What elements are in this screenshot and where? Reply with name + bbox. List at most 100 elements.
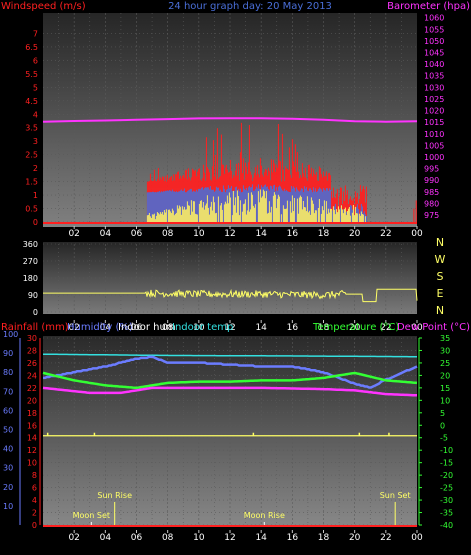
temp-y-tick-label: 10	[440, 396, 450, 405]
x-tick-label: 16	[287, 323, 299, 333]
rain-y-tick-label: 6	[32, 484, 37, 493]
x-tick-label: 08	[162, 533, 174, 543]
humidity-y-tick-label: 30	[3, 464, 13, 473]
legend-humidity: Humidity (%)	[67, 322, 133, 333]
wind-direction-grid	[43, 243, 417, 313]
temp-y-tick-label: 0	[440, 421, 445, 430]
moon-event-label: Moon Set	[73, 511, 110, 520]
x-tick-label: 16	[287, 533, 299, 543]
wind-y-tick-label: 5.5	[25, 70, 38, 79]
temp-y-tick-label: -40	[440, 521, 453, 530]
direction-compass-label: N	[436, 236, 444, 249]
rain-y-tick-label: 20	[27, 396, 37, 405]
temp-y-tick-label: 20	[440, 371, 450, 380]
temp-y-tick-label: -10	[440, 446, 453, 455]
x-tick-label: 06	[131, 533, 143, 543]
x-tick-label: 18	[318, 323, 330, 333]
x-tick-label: 20	[349, 323, 361, 333]
baro-y-tick-label: 995	[424, 165, 439, 174]
x-tick-label: 22	[380, 323, 391, 333]
humidity-y-tick-label: 40	[3, 445, 13, 454]
direction-compass-label: W	[435, 253, 446, 266]
x-tick-label: 22	[380, 533, 391, 543]
x-tick-label: 02	[68, 323, 79, 333]
wind-y-tick-label: 3.5	[25, 124, 38, 133]
humidity-y-tick-label: 10	[3, 502, 13, 511]
rain-y-tick-label: 22	[27, 384, 37, 393]
humidity-y-tick-label: 60	[3, 406, 13, 415]
baro-y-tick-label: 980	[424, 199, 439, 208]
wind-baro-axes: 0 0.5 1 1.5 2 2.5 3 3.5 4 4.5 5 5.5 6 6.5 7 975 980 985 99…	[25, 14, 444, 239]
x-tick-label: 06	[131, 323, 143, 333]
rain-y-tick-label: 0	[32, 521, 37, 530]
baro-y-tick-label: 1035	[424, 72, 444, 81]
temp-y-tick-label: 30	[440, 346, 450, 355]
baro-y-tick-label: 990	[424, 176, 439, 185]
temp-hum-marks: Moon Set Sun Rise Moon Rise Sun Set	[42, 353, 418, 527]
x-tick-label: 10	[193, 229, 205, 239]
temp-hum-axes: 35302520151050-5-10-15-20-25-30-35-40024…	[3, 330, 453, 543]
wind-y-tick-label: 4.5	[25, 97, 38, 106]
wind-y-tick-label: 3	[33, 137, 38, 146]
wind-y-tick-label: 6	[33, 56, 38, 65]
x-tick-label: 04	[100, 323, 112, 333]
x-tick-label: 04	[100, 229, 112, 239]
direction-compass-label: S	[437, 270, 444, 283]
baro-y-tick-label: 1005	[424, 141, 444, 150]
humidity-y-tick-label: 90	[3, 349, 13, 358]
temperature-line	[42, 371, 418, 390]
x-tick-label: 22	[380, 229, 391, 239]
x-tick-label: 00	[411, 229, 423, 239]
x-tick-label: 08	[162, 323, 174, 333]
rain-y-tick-label: 16	[27, 421, 37, 430]
rain-y-tick-label: 12	[27, 446, 37, 455]
baro-y-tick-label: 1010	[424, 130, 444, 139]
wind-y-tick-label: 4	[33, 110, 38, 119]
wind-y-tick-label: 1	[33, 191, 38, 200]
baro-y-tick-label: 1055	[424, 25, 444, 34]
sun-event-label: Sun Set	[380, 491, 411, 500]
temp-y-tick-label: 15	[440, 384, 450, 393]
direction-compass-label: N	[436, 304, 444, 317]
legend-indoor-hum: Indoor hum	[118, 322, 176, 333]
temp-y-tick-label: -35	[440, 509, 453, 518]
baro-y-tick-label: 1045	[424, 48, 444, 57]
barometer-line	[42, 117, 418, 123]
baro-y-tick-label: 1020	[424, 107, 444, 116]
legend-dew-point: Dew Point (°C)	[397, 322, 470, 333]
x-tick-label: 20	[349, 533, 361, 543]
wind-baro-left-title: Windspeed (m/s)	[1, 1, 86, 12]
x-tick-label: 12	[224, 323, 235, 333]
rain-y-tick-label: 8	[32, 471, 37, 480]
x-tick-label: 12	[224, 533, 235, 543]
wind-y-tick-label: 1.5	[25, 178, 38, 187]
legend-temperature: Temperature (°C)	[312, 322, 399, 333]
rain-y-tick-label: 26	[27, 359, 37, 368]
x-tick-label: 14	[255, 533, 267, 543]
wind-baro-marks	[42, 117, 418, 224]
x-tick-label: 02	[68, 533, 79, 543]
x-tick-label: 04	[100, 533, 112, 543]
wind-y-tick-label: 0	[33, 218, 38, 227]
temp-hum-grid	[43, 337, 417, 526]
temp-y-tick-label: -5	[440, 434, 448, 443]
temp-y-tick-label: 25	[440, 359, 450, 368]
x-tick-label: 16	[287, 229, 299, 239]
wind-baro-right-title: Barometer (hpa)	[387, 1, 470, 12]
baro-y-tick-label: 985	[424, 188, 439, 197]
wind-y-tick-label: 2	[33, 164, 38, 173]
temp-y-tick-label: -15	[440, 459, 453, 468]
rain-y-tick-label: 18	[27, 409, 37, 418]
direction-y-tick-label: 180	[23, 274, 38, 283]
sun-event-label: Sun Rise	[97, 491, 132, 500]
temp-y-tick-label: -20	[440, 471, 453, 480]
x-tick-label: 18	[318, 229, 330, 239]
x-tick-label: 10	[193, 533, 205, 543]
baro-y-tick-label: 975	[424, 211, 439, 220]
x-tick-label: 20	[349, 229, 361, 239]
humidity-y-tick-label: 70	[3, 387, 13, 396]
